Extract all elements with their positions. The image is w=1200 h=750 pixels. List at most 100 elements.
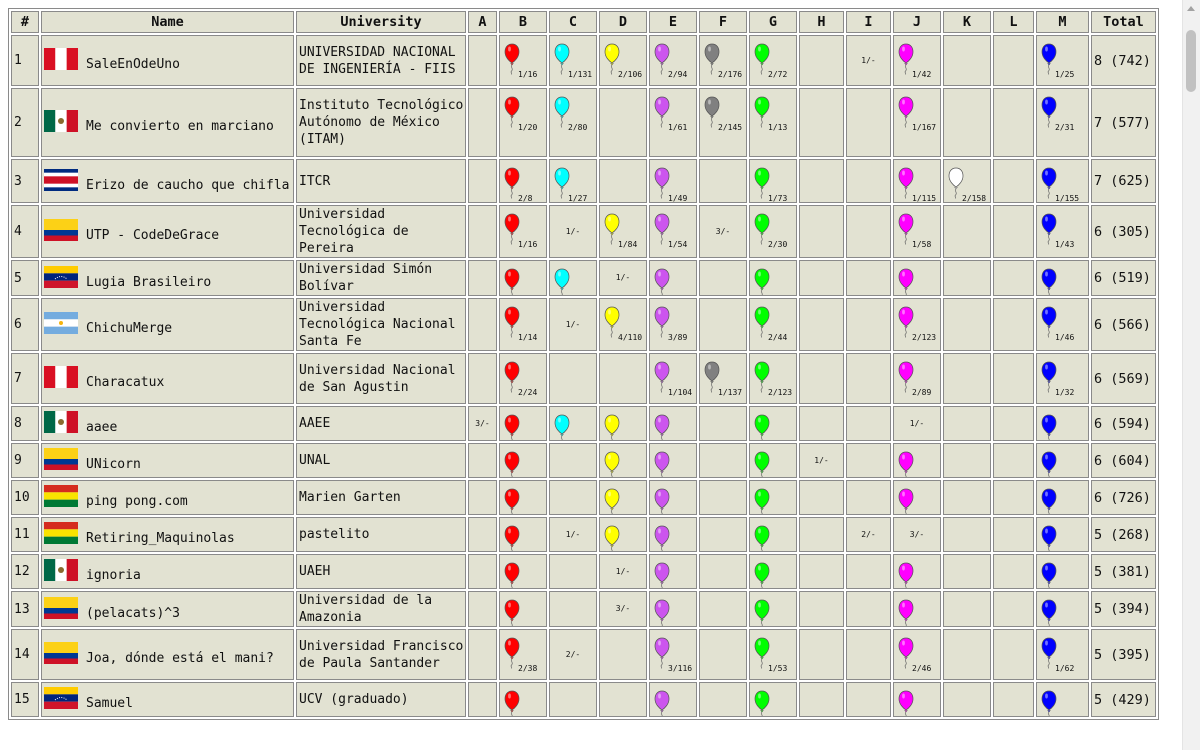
header-problem-e[interactable]: E — [649, 11, 697, 33]
university-cell: UCV (graduado) — [296, 682, 466, 717]
problem-g-cell: 1/94 — [749, 554, 797, 589]
header-problem-d[interactable]: D — [599, 11, 647, 33]
problem-attempts: 2/- — [861, 529, 876, 539]
scoreboard-body: 1 SaleEnOdeUno UNIVERSIDAD NACIONAL DE ING… — [11, 35, 1156, 717]
header-university[interactable]: University — [296, 11, 466, 33]
header-problem-j[interactable]: J — [893, 11, 941, 33]
problem-d-cell: 1/- — [599, 260, 647, 296]
header-problem-g[interactable]: G — [749, 11, 797, 33]
scoreboard-table: # Name University A B C D E F G H I J K … — [8, 8, 1159, 720]
problem-stat: 1/57 — [668, 295, 687, 296]
balloon-icon — [754, 525, 770, 551]
header-rank[interactable]: # — [11, 11, 39, 33]
header-name[interactable]: Name — [41, 11, 294, 33]
problem-stat: 1/110 — [568, 295, 592, 296]
balloon-icon — [754, 562, 770, 588]
problem-i-cell — [846, 629, 891, 680]
problem-j-cell: 1/167 — [893, 88, 941, 157]
problem-f-cell — [699, 406, 747, 441]
header-problem-a[interactable]: A — [468, 11, 497, 33]
problem-b-cell: 2/38 — [499, 629, 547, 680]
rank-cell: 5 — [11, 260, 39, 296]
table-row: 4 UTP - CodeDeGrace Universidad Tecnológic… — [11, 205, 1156, 258]
header-problem-i[interactable]: I — [846, 11, 891, 33]
mexico-flag-icon — [44, 110, 78, 132]
problem-c-cell: 2/80 — [549, 88, 597, 157]
problem-b-cell: 1/16 — [499, 406, 547, 441]
scroll-up-arrow-icon[interactable] — [1183, 0, 1200, 17]
problem-h-cell — [799, 205, 844, 258]
problem-stat: 1/49 — [668, 194, 688, 203]
rank-cell: 11 — [11, 517, 39, 552]
problem-stat: 1/61 — [668, 123, 688, 132]
problem-d-cell: 3/- — [599, 591, 647, 627]
total-cell: 6 (594) — [1091, 406, 1156, 441]
problem-stat: 1/73 — [768, 194, 788, 203]
problem-l-cell — [993, 88, 1034, 157]
header-problem-m[interactable]: M — [1036, 11, 1089, 33]
balloon-icon — [654, 525, 670, 551]
header-problem-h[interactable]: H — [799, 11, 844, 33]
balloon-icon — [754, 361, 770, 393]
problem-g-cell: 1/53 — [749, 629, 797, 680]
problem-h-cell — [799, 591, 844, 627]
header-problem-l[interactable]: L — [993, 11, 1034, 33]
problem-k-cell — [943, 480, 991, 515]
problem-stat: 1/53 — [768, 664, 788, 673]
university-cell: Universidad Simón Bolívar — [296, 260, 466, 296]
problem-b-cell: 1/9 — [499, 682, 547, 717]
header-total[interactable]: Total — [1091, 11, 1156, 33]
header-problem-k[interactable]: K — [943, 11, 991, 33]
university-cell: Instituto Tecnológico Autónomo de México… — [296, 88, 466, 157]
table-row: 5 Lugia Brasileiro Universidad Simón Bolív… — [11, 260, 1156, 296]
team-name: ping pong.com — [86, 494, 188, 509]
total-cell: 6 (519) — [1091, 260, 1156, 296]
problem-stat: 2/72 — [768, 70, 788, 79]
problem-i-cell — [846, 353, 891, 404]
team-name: SaleEnOdeUno — [86, 57, 180, 72]
team-name-cell: ignoria — [41, 554, 294, 589]
problem-stat: 3/89 — [668, 333, 688, 342]
problem-attempts: 1/- — [565, 529, 581, 539]
problem-d-cell — [599, 629, 647, 680]
problem-l-cell — [993, 298, 1034, 351]
problem-g-cell: 1/73 — [749, 159, 797, 203]
problem-a-cell — [468, 88, 497, 157]
problem-e-cell: 1/39 — [649, 682, 697, 717]
balloon-icon — [604, 306, 620, 338]
team-name: UNicorn — [86, 457, 141, 472]
vertical-scrollbar[interactable] — [1182, 0, 1200, 750]
rank-cell: 14 — [11, 629, 39, 680]
team-name-cell: (pelacats)^3 — [41, 591, 294, 627]
university-cell: pastelito — [296, 517, 466, 552]
total-cell: 5 (381) — [1091, 554, 1156, 589]
balloon-icon — [898, 96, 914, 128]
scrollbar-thumb[interactable] — [1186, 30, 1196, 92]
problem-attempts: 1/- — [909, 418, 925, 428]
header-problem-b[interactable]: B — [499, 11, 547, 33]
balloon-icon — [504, 690, 520, 716]
problem-i-cell — [846, 682, 891, 717]
balloon-icon — [704, 361, 720, 393]
problem-stat: 1/84 — [618, 240, 638, 249]
bolivia-flag-icon — [44, 485, 78, 507]
problem-j-cell: 1/127 — [893, 480, 941, 515]
problem-b-cell: 1/21 — [499, 554, 547, 589]
problem-f-cell: 3/- — [699, 205, 747, 258]
balloon-icon — [504, 213, 520, 245]
table-row: 2 Me convierto en marciano Instituto Tecno… — [11, 88, 1156, 157]
header-problem-f[interactable]: F — [699, 11, 747, 33]
total-cell: 5 (268) — [1091, 517, 1156, 552]
balloon-icon — [1041, 306, 1057, 338]
balloon-icon — [554, 96, 570, 128]
problem-k-cell — [943, 629, 991, 680]
header-problem-c[interactable]: C — [549, 11, 597, 33]
balloon-icon — [654, 562, 670, 588]
problem-stat: 2/30 — [768, 240, 788, 249]
team-name: Joa, dónde está el mani? — [86, 651, 274, 666]
balloon-icon — [654, 96, 670, 128]
balloon-icon — [604, 488, 620, 514]
problem-f-cell — [699, 443, 747, 478]
problem-stat: 2/31 — [1055, 123, 1075, 132]
problem-b-cell: 2/24 — [499, 353, 547, 404]
